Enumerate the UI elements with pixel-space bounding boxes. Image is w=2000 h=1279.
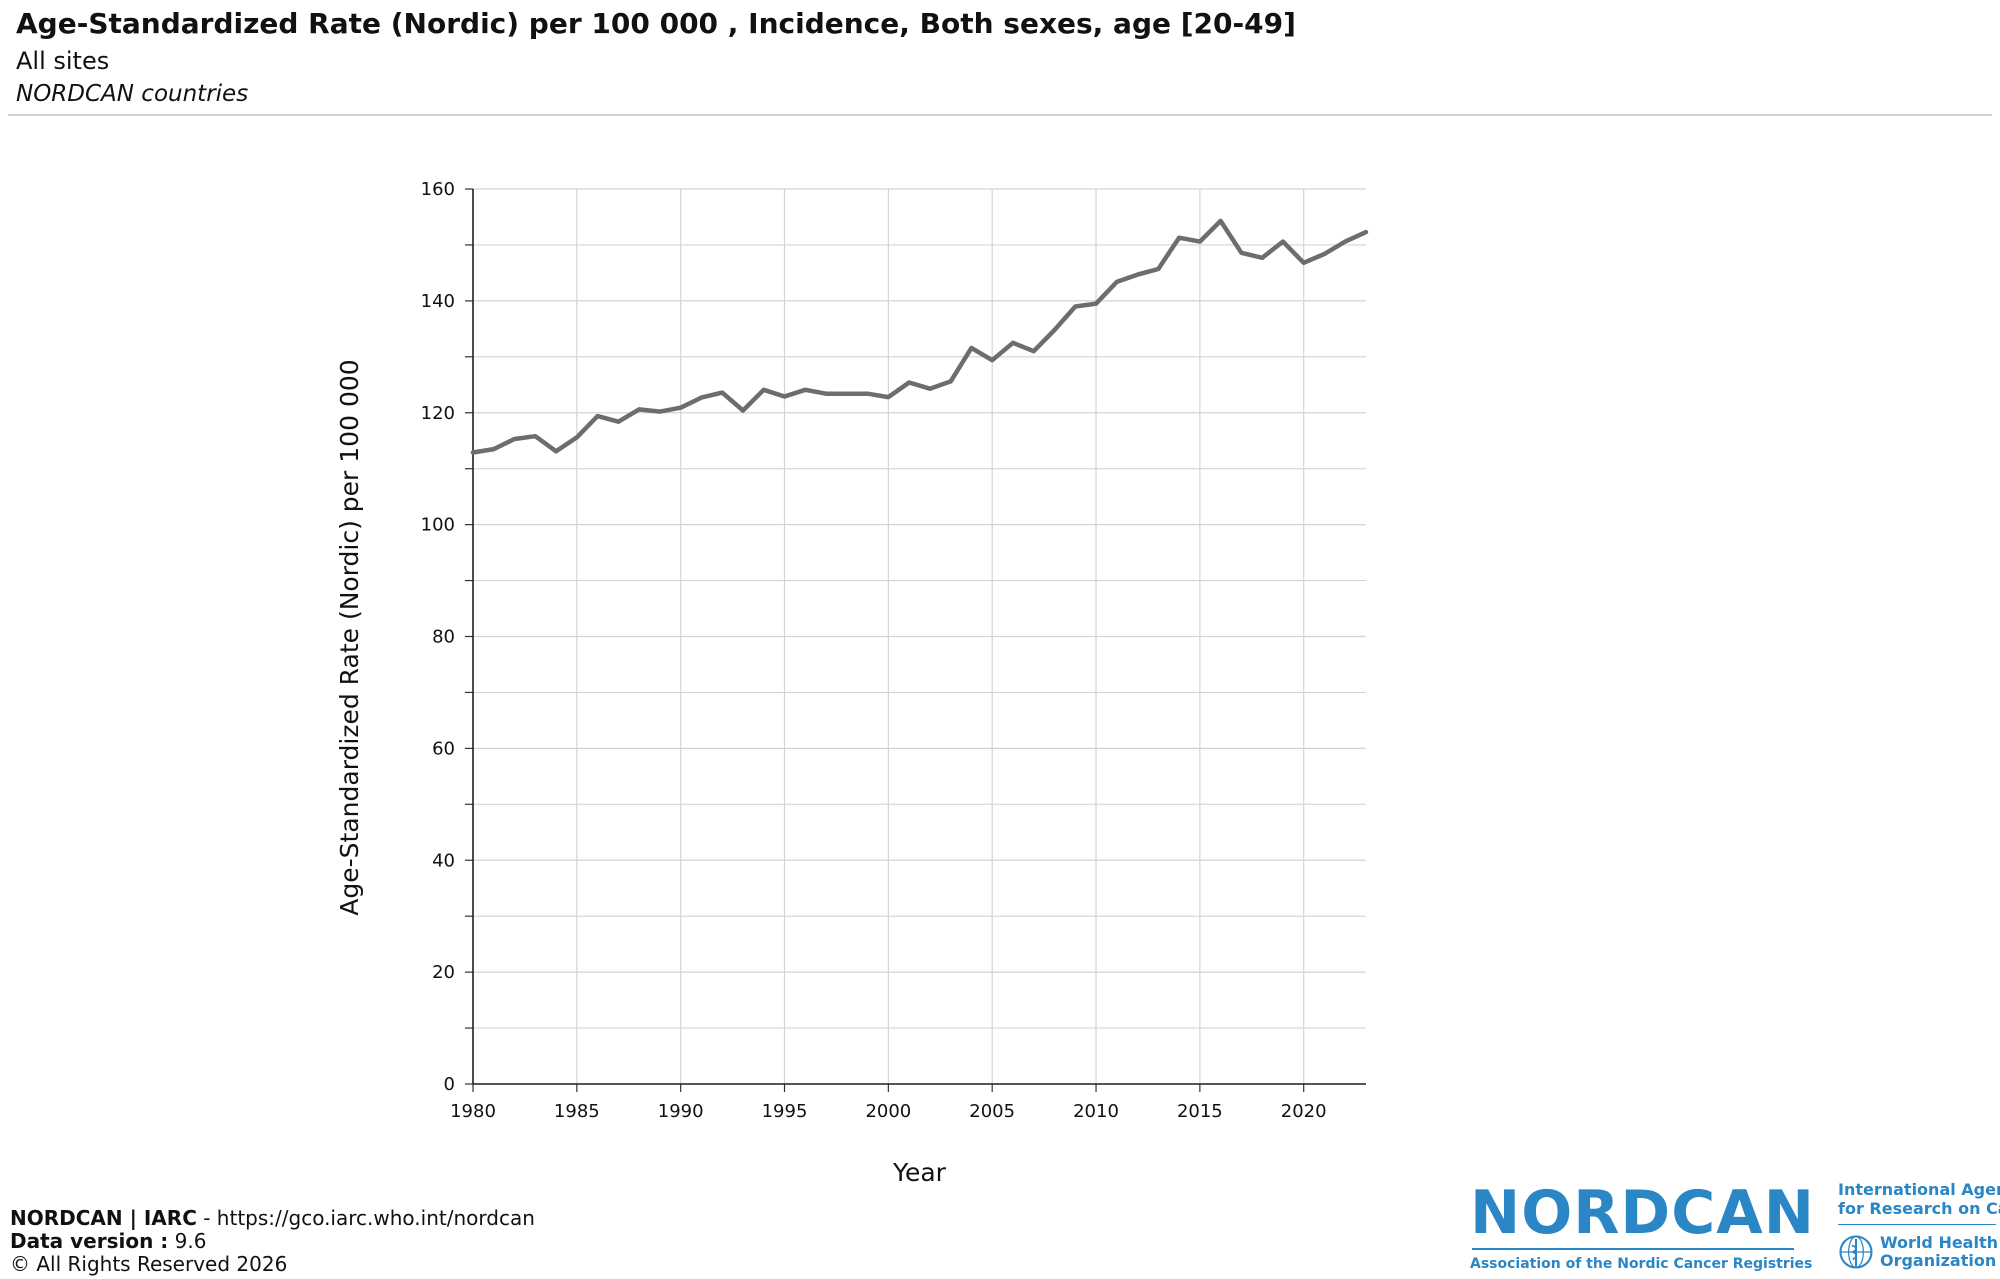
footer-source-url: - https://gco.iarc.who.int/nordcan xyxy=(196,1206,535,1230)
y-tick-label: 60 xyxy=(432,738,455,759)
who-block: World Health Organization xyxy=(1838,1230,1998,1274)
series-line xyxy=(470,218,1369,455)
x-tick-label: 2020 xyxy=(1281,1101,1327,1122)
x-tick-label: 2000 xyxy=(865,1101,911,1122)
chart-subtitle: All sites xyxy=(16,47,110,75)
footer: NORDCAN | IARC - https://gco.iarc.who.in… xyxy=(10,1207,535,1276)
footer-version-value: 9.6 xyxy=(168,1229,207,1253)
nordcan-wordmark: NORDCAN xyxy=(1470,1178,1815,1248)
who-text: World Health Organization xyxy=(1874,1234,1998,1270)
footer-version: Data version : 9.6 xyxy=(10,1230,535,1253)
line-chart: 0 20 40 60 80 100 120 140 160 1980 1985 1990 1995 200… xyxy=(335,179,1369,1187)
y-tick-label: 100 xyxy=(421,515,455,536)
header-divider xyxy=(8,114,1992,116)
nordcan-tagline: Association of the Nordic Cancer Registr… xyxy=(1470,1256,1813,1272)
nordcan-logo: NORDCAN Association of the Nordic Cancer… xyxy=(1470,1178,1815,1272)
y-tick-label: 80 xyxy=(432,627,455,648)
iarc-line1: International Agency xyxy=(1838,1180,2000,1199)
iarc-who-logo: International Agency for Research on Can… xyxy=(1838,1180,2000,1274)
x-axis-title: Year xyxy=(892,1158,947,1187)
footer-source: NORDCAN | IARC - https://gco.iarc.who.in… xyxy=(10,1207,535,1230)
nordcan-logo-rule xyxy=(1472,1248,1794,1250)
page-title: Age-Standardized Rate (Nordic) per 100 0… xyxy=(16,7,1296,40)
y-axis-title: Age-Standardized Rate (Nordic) per 100 0… xyxy=(335,359,364,915)
x-tick-label: 2010 xyxy=(1073,1101,1119,1122)
chart-region: NORDCAN countries xyxy=(16,81,249,107)
x-tick-label: 1980 xyxy=(450,1101,496,1122)
x-tick-label: 1995 xyxy=(762,1101,808,1122)
who-emblem-icon xyxy=(1839,1235,1873,1269)
x-tick-label: 2005 xyxy=(969,1101,1015,1122)
chart-header: Age-Standardized Rate (Nordic) per 100 0… xyxy=(16,4,1296,110)
iarc-line2: for Research on Cancer xyxy=(1838,1199,2000,1218)
who-line2: Organization xyxy=(1879,1251,1997,1270)
iarc-divider xyxy=(1838,1224,1996,1225)
y-tick-label: 20 xyxy=(432,962,455,983)
who-line1: World Health xyxy=(1879,1233,1998,1252)
x-tick-label: 2015 xyxy=(1177,1101,1223,1122)
footer-version-label: Data version : xyxy=(10,1229,169,1253)
x-tick-label: 1990 xyxy=(658,1101,704,1122)
y-tick-label: 160 xyxy=(421,179,455,200)
y-tick-label: 40 xyxy=(432,850,455,871)
footer-copyright: © All Rights Reserved 2026 xyxy=(10,1252,288,1276)
y-tick-label: 120 xyxy=(421,403,455,424)
x-tick-label: 1985 xyxy=(554,1101,600,1122)
y-tick-label: 0 xyxy=(444,1074,455,1095)
footer-source-name: NORDCAN | IARC xyxy=(10,1206,197,1230)
y-tick-label: 140 xyxy=(421,291,455,312)
